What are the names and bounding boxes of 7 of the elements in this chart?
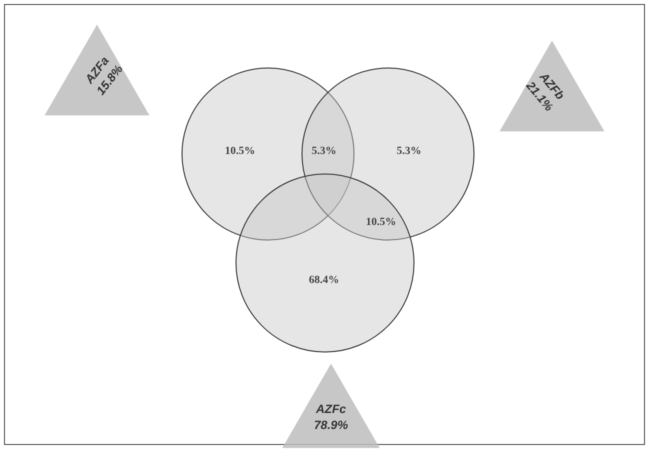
- text: 5.3%: [312, 145, 336, 157]
- text: 10.5%: [224, 145, 256, 157]
- text: 5.3%: [396, 145, 422, 157]
- text: 68.4%: [308, 274, 340, 286]
- data-label: 78.9%: [314, 418, 348, 432]
- text: 10.5%: [366, 216, 396, 228]
- category-label: AZFc: [315, 402, 346, 416]
